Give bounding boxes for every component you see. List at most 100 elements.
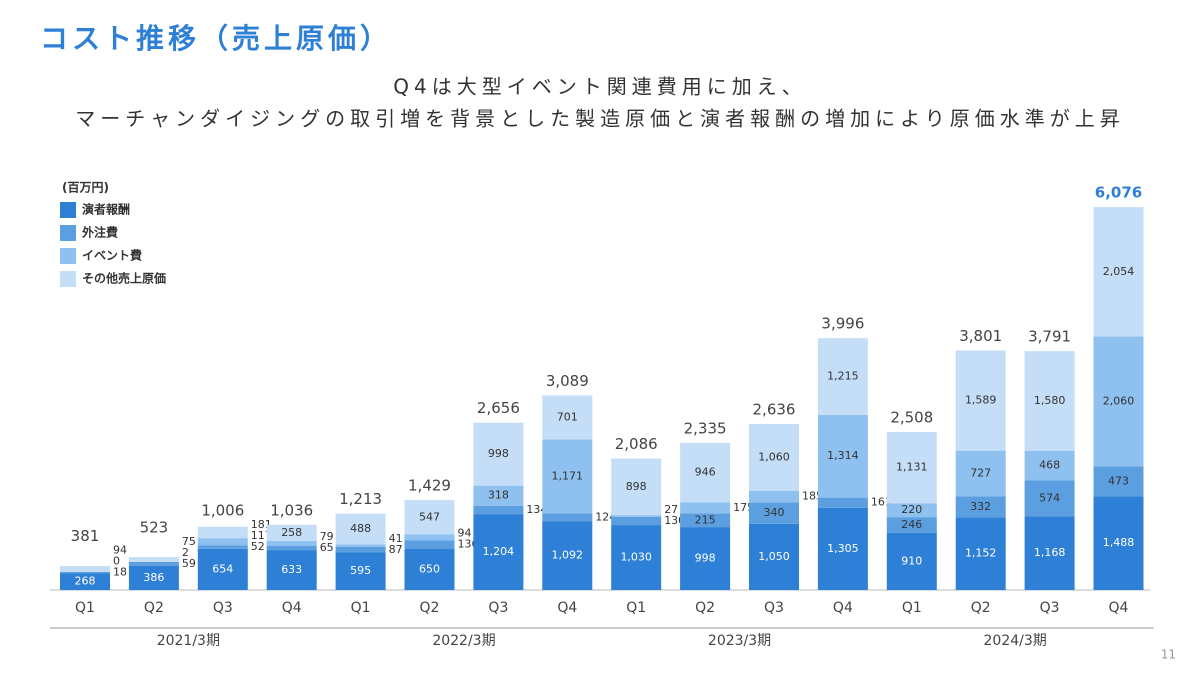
value-label: 1,580 (1034, 394, 1066, 407)
value-label: 79 (320, 530, 334, 543)
value-label: 727 (970, 467, 991, 480)
bar-segment (886, 503, 937, 518)
bar-segment (60, 571, 110, 574)
bar-segment (1093, 207, 1144, 337)
bar-segment (886, 431, 937, 504)
bar-segment (680, 513, 731, 528)
x-tick-label: Q4 (1109, 600, 1129, 616)
total-label: 3,089 (546, 372, 589, 390)
value-label: 1,171 (552, 469, 584, 482)
legend-swatch (60, 248, 76, 264)
value-label: 1,152 (965, 547, 997, 560)
bar-segment (335, 513, 386, 545)
bar-segment (749, 523, 799, 590)
legend-label: 演者報酬 (82, 202, 130, 217)
value-label: 1,030 (620, 551, 652, 564)
bar-segment (542, 513, 593, 522)
x-tick-label: Q2 (420, 600, 440, 616)
unit-label: (百万円) (62, 181, 109, 195)
bar-segment (955, 517, 1006, 590)
bar-segment (404, 534, 455, 541)
value-label: 332 (970, 500, 991, 513)
bar-segment (335, 547, 386, 553)
value-label: 633 (281, 563, 302, 576)
value-label: 1,215 (827, 369, 859, 382)
bar-segment (60, 573, 110, 590)
legend-swatch (60, 225, 76, 241)
bar-segment (473, 514, 524, 590)
bar-segment (680, 527, 731, 590)
value-label: 468 (1039, 458, 1060, 471)
value-label: 246 (901, 518, 922, 531)
value-label: 94 (458, 527, 472, 540)
value-label: 2 (182, 546, 189, 559)
value-label: 473 (1108, 474, 1129, 487)
value-label: 130 (664, 514, 685, 527)
subtitle: Q4は大型イベント関連費用に加え、 (393, 75, 806, 99)
legend-swatch (60, 202, 76, 218)
total-label: 3,801 (959, 327, 1002, 345)
value-label: 1,092 (552, 549, 584, 562)
value-label: 117 (251, 529, 272, 542)
bar-segment (197, 526, 248, 539)
value-label: 1,050 (758, 550, 790, 563)
x-tick-label: Q4 (833, 600, 853, 616)
total-label: 6,076 (1095, 184, 1142, 202)
legend-label: イベント費 (82, 248, 142, 263)
subtitle: マーチャンダイジングの取引増を背景とした製造原価と演者報酬の増加により原価水準が… (75, 107, 1124, 131)
value-label: 2,060 (1103, 394, 1135, 407)
value-label: 124 (595, 510, 616, 523)
value-label: 1,131 (896, 461, 928, 474)
x-tick-label: Q2 (971, 600, 991, 616)
total-label: 2,656 (477, 399, 520, 417)
value-label: 547 (419, 510, 440, 523)
legend-label: 外注費 (82, 225, 118, 240)
bar-segment (1024, 516, 1075, 590)
bar-segment (1093, 336, 1144, 467)
value-label: 488 (350, 522, 371, 535)
value-label: 318 (488, 489, 509, 502)
bar-segment (197, 545, 248, 549)
bar-segment (1093, 496, 1144, 590)
bar-segment (817, 414, 868, 498)
value-label: 258 (281, 526, 302, 539)
group-label: 2024/3期 (984, 633, 1047, 649)
value-label: 1,589 (965, 394, 997, 407)
value-label: 27 (664, 503, 678, 516)
bar-segment (128, 557, 179, 562)
page-number: 11 (1161, 648, 1176, 662)
total-label: 3,791 (1028, 328, 1071, 346)
x-tick-label: Q3 (764, 600, 784, 616)
bar-segment (335, 544, 386, 548)
value-label: 41 (389, 532, 403, 545)
value-label: 340 (764, 506, 785, 519)
value-label: 1,168 (1034, 546, 1066, 559)
value-label: 1,488 (1103, 536, 1135, 549)
legend-swatch (60, 271, 76, 287)
value-label: 946 (695, 466, 716, 479)
bar-segment (749, 423, 799, 491)
bar-segment (611, 525, 662, 590)
total-label: 1,006 (201, 502, 244, 520)
value-label: 161 (871, 496, 892, 509)
value-label: 181 (251, 518, 272, 531)
group-label: 2021/3期 (157, 633, 220, 649)
bar-segment (611, 458, 662, 516)
slide-title: コスト推移（売上原価） (40, 22, 392, 55)
bar-segment (680, 442, 731, 503)
bar-segment (197, 548, 248, 590)
bar-segment (473, 422, 524, 486)
total-label: 2,508 (890, 408, 933, 426)
bar-segment (542, 521, 593, 590)
bar-segment (1024, 480, 1075, 517)
bar-segment (197, 538, 248, 546)
value-label: 2,054 (1103, 265, 1135, 278)
bar-segment (749, 502, 799, 524)
value-label: 59 (182, 557, 196, 570)
bar-segment (542, 439, 593, 514)
value-label: 134 (526, 503, 547, 516)
bar-segment (542, 395, 593, 440)
bar-segment (404, 500, 455, 535)
x-tick-label: Q3 (488, 600, 508, 616)
